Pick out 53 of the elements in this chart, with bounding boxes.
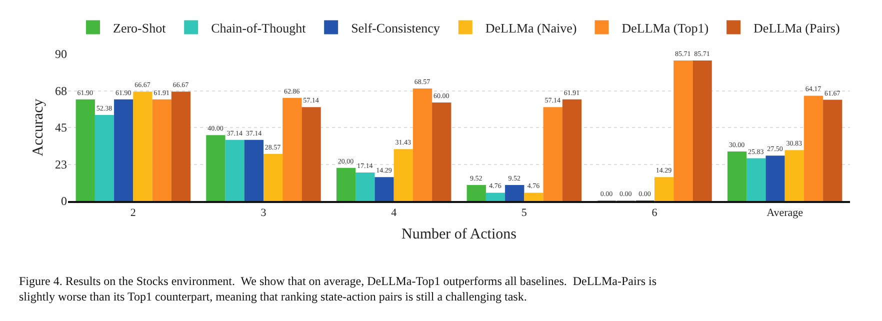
legend-label: DeLLMa (Naive)	[485, 20, 577, 36]
legend-label: Self-Consistency	[351, 20, 440, 36]
bar	[412, 88, 432, 201]
bar	[356, 172, 375, 201]
bar	[654, 177, 674, 201]
y-tick-label: 90	[55, 47, 67, 62]
bar	[505, 184, 524, 201]
bar	[543, 107, 562, 201]
bar	[394, 149, 413, 201]
bar	[263, 154, 283, 201]
x-tick-label: 2	[130, 206, 136, 219]
bar	[94, 114, 114, 201]
bar	[225, 140, 244, 201]
bar	[133, 92, 152, 201]
bar	[244, 140, 264, 201]
legend-label: DeLLMa (Top1)	[622, 20, 709, 36]
legend-label: Zero-Shot	[113, 20, 166, 36]
bar	[302, 107, 321, 201]
bar	[114, 99, 134, 201]
bar	[784, 150, 804, 201]
bar	[152, 99, 172, 201]
bar	[206, 135, 226, 201]
bar	[76, 99, 95, 201]
x-axis-title: Number of Actions	[402, 226, 517, 242]
caption: Figure 4. Results on the Stocks environment. We show that on average, DeLLMa-Top1 outperforms all baselines. DeLLMa-Pairs is slightly worse than its Top1 counterpart, meaning that ranking state-action pairs is still a challenging task.	[19, 274, 657, 304]
x-tick-label: 4	[391, 206, 398, 219]
bar	[524, 192, 544, 201]
bar	[432, 102, 452, 201]
bar	[562, 99, 582, 201]
bar	[766, 156, 785, 201]
bar	[282, 98, 302, 201]
bar	[466, 184, 486, 201]
legend-label: DeLLMa (Pairs)	[754, 20, 840, 36]
y-tick-label: 23	[55, 157, 67, 172]
x-tick-label: Average	[766, 206, 804, 219]
bar	[804, 96, 824, 201]
bar	[692, 60, 712, 201]
bar	[746, 158, 766, 201]
bar	[727, 152, 747, 201]
x-tick-label: 3	[260, 206, 267, 219]
bar	[674, 60, 693, 201]
bar	[374, 177, 394, 201]
bar	[823, 100, 842, 201]
legend-label: Chain-of-Thought	[211, 20, 306, 36]
y-tick-label: 0	[61, 194, 67, 208]
y-tick-label: 68	[55, 84, 67, 98]
x-tick-label: 6	[652, 206, 658, 219]
bar	[171, 92, 191, 201]
y-axis-title: Accuracy	[30, 98, 46, 156]
bar	[336, 168, 356, 201]
y-tick-label: 45	[55, 120, 67, 135]
x-tick-label: 5	[521, 206, 528, 219]
bar	[486, 192, 506, 201]
